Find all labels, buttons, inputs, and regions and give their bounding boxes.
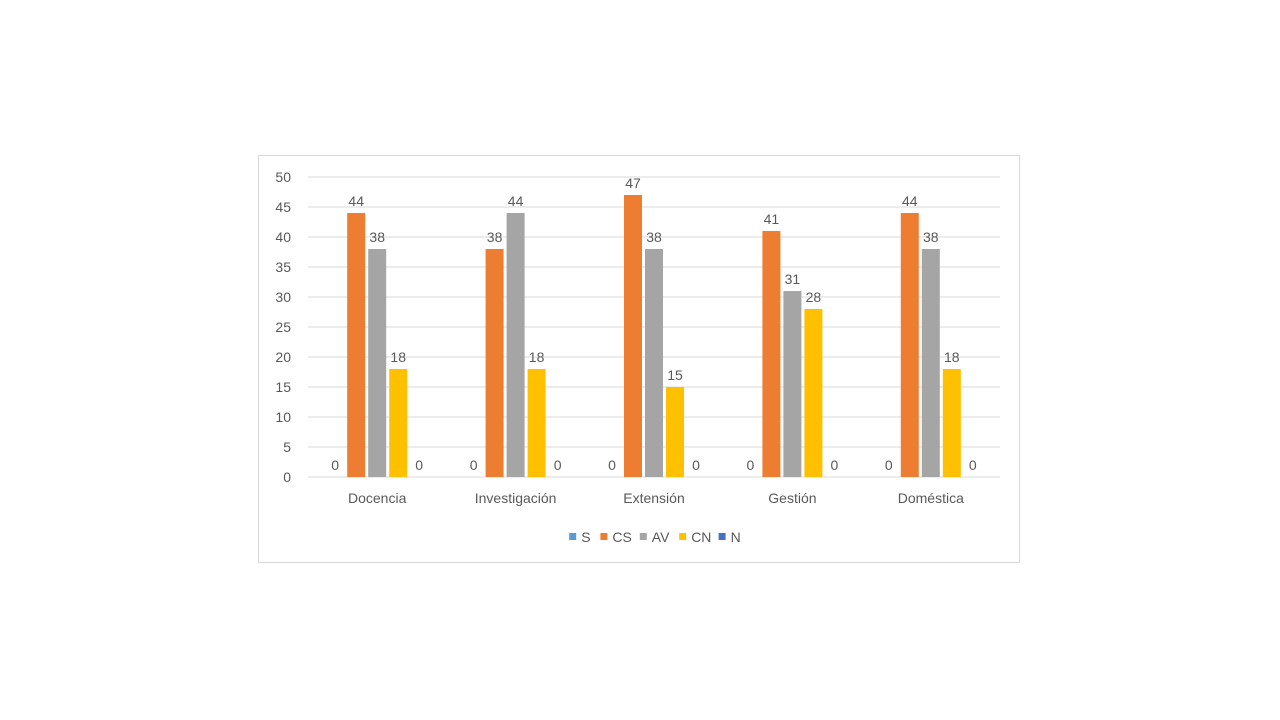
data-label: 47: [625, 175, 641, 191]
bar-cn: [666, 387, 684, 477]
legend-label: S: [581, 529, 590, 545]
data-label: 38: [923, 229, 939, 245]
data-label: 38: [487, 229, 503, 245]
data-label: 41: [764, 211, 780, 227]
y-tick-label: 25: [275, 319, 291, 335]
data-label: 0: [885, 457, 893, 473]
legend-swatch: [600, 533, 608, 540]
bar-cs: [762, 231, 781, 477]
data-label: 31: [785, 271, 801, 287]
bar-cs: [347, 213, 366, 477]
category-label: Doméstica: [898, 490, 964, 506]
y-axis-ticks: 0 5 10 15 20 25 30 35 40 45 50: [275, 169, 291, 485]
data-label: 44: [348, 193, 364, 209]
legend-swatch: [679, 533, 687, 540]
legend-swatch: [569, 533, 577, 540]
legend-swatch: [718, 533, 726, 540]
bar-cn: [389, 369, 408, 477]
data-label: 0: [747, 457, 755, 473]
y-tick-label: 5: [283, 439, 291, 455]
y-tick-label: 10: [275, 409, 291, 425]
data-label: 28: [806, 289, 822, 305]
legend-swatch: [639, 533, 647, 540]
bars: [347, 195, 961, 477]
data-label: 18: [529, 349, 545, 365]
data-label: 15: [667, 367, 683, 383]
category-label: Docencia: [348, 490, 407, 506]
bar-cn: [527, 369, 546, 477]
bar-cn: [804, 309, 823, 477]
data-label: 38: [646, 229, 662, 245]
y-tick-label: 15: [275, 379, 291, 395]
data-label: 0: [470, 457, 478, 473]
data-label: 38: [369, 229, 385, 245]
gridlines: [308, 176, 1000, 478]
legend-label: CS: [612, 529, 631, 545]
category-label: Extensión: [623, 490, 684, 506]
bar-av: [783, 291, 802, 477]
category-label: Gestión: [768, 490, 816, 506]
y-tick-label: 35: [275, 259, 291, 275]
bar-cs: [624, 195, 642, 477]
x-axis-categories: Docencia Investigación Extensión Gestión Dom…: [348, 490, 964, 506]
y-tick-label: 20: [275, 349, 291, 365]
data-label: 0: [331, 457, 339, 473]
data-label: 0: [554, 457, 562, 473]
legend-label: AV: [652, 529, 670, 545]
bar-av: [645, 249, 663, 477]
data-label: 0: [608, 457, 616, 473]
data-label: 44: [508, 193, 524, 209]
bar-av: [368, 249, 387, 477]
bar-cn: [942, 369, 961, 477]
data-label: 44: [902, 193, 918, 209]
legend: S CS AV CN N: [569, 529, 741, 545]
data-label: 18: [390, 349, 406, 365]
category-label: Investigación: [475, 490, 557, 506]
bar-av: [506, 213, 525, 477]
y-tick-label: 50: [275, 169, 291, 185]
data-label: 0: [831, 457, 839, 473]
y-tick-label: 45: [275, 199, 291, 215]
data-label: 0: [969, 457, 977, 473]
data-label: 0: [415, 457, 423, 473]
data-labels: 0 44 38 18 0 0 38 44 18 0 0 47 38 15 0 0 41 31 28 0 0 44 38 18 0: [331, 175, 977, 473]
bar-cs: [485, 249, 504, 477]
legend-label: CN: [691, 529, 711, 545]
legend-label: N: [731, 529, 741, 545]
data-label: 0: [692, 457, 700, 473]
bar-av: [921, 249, 940, 477]
bar-cs: [900, 213, 919, 477]
y-tick-label: 40: [275, 229, 291, 245]
y-tick-label: 0: [283, 469, 291, 485]
data-label: 18: [944, 349, 960, 365]
y-tick-label: 30: [275, 289, 291, 305]
